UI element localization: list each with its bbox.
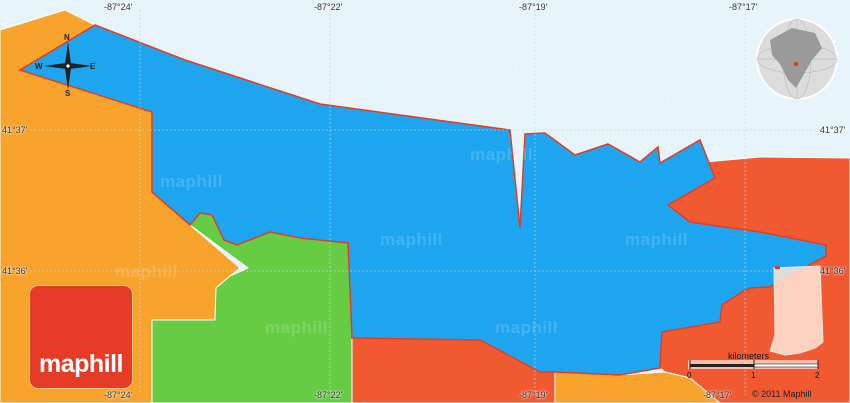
right-latitude-label: 41°36' — [820, 266, 846, 276]
scale-bar — [688, 360, 819, 369]
top-longitude-label: -87°22' — [314, 2, 343, 12]
bottom-longitude-label: -87°19' — [519, 390, 548, 400]
selected-region — [18, 24, 827, 376]
top-longitude-label: -87°24' — [104, 2, 133, 12]
right-latitude-label: 41°37' — [820, 125, 846, 135]
compass-north-label: N — [64, 33, 70, 42]
left-latitude-label: 41°36' — [2, 266, 28, 276]
compass-rose-icon — [44, 42, 92, 90]
scale-bar-title: kilometers — [728, 351, 770, 361]
scale-bar-label: 1 — [751, 371, 756, 380]
scale-bar-label: 0 — [687, 371, 692, 380]
maphill-logo[interactable]: maphill — [30, 286, 132, 388]
compass-west-label: W — [35, 62, 43, 71]
bottom-longitude-label: -87°17' — [703, 390, 732, 400]
copyright-notice[interactable]: © 2011 Maphill — [752, 389, 812, 399]
coordinate-grid — [30, 10, 820, 395]
globe-locator-icon — [756, 18, 838, 100]
bottom-longitude-label: -87°24' — [104, 390, 133, 400]
maphill-logo-text: maphill — [38, 350, 124, 378]
left-latitude-label: 41°37' — [2, 125, 28, 135]
indiana-state-locator-icon — [769, 265, 824, 356]
compass-south-label: S — [65, 89, 71, 98]
bottom-longitude-label: -87°22' — [314, 390, 343, 400]
scale-bar-label: 2 — [815, 371, 820, 380]
top-longitude-label: -87°17' — [729, 2, 758, 12]
top-longitude-label: -87°19' — [519, 2, 548, 12]
compass-east-label: E — [90, 62, 96, 71]
